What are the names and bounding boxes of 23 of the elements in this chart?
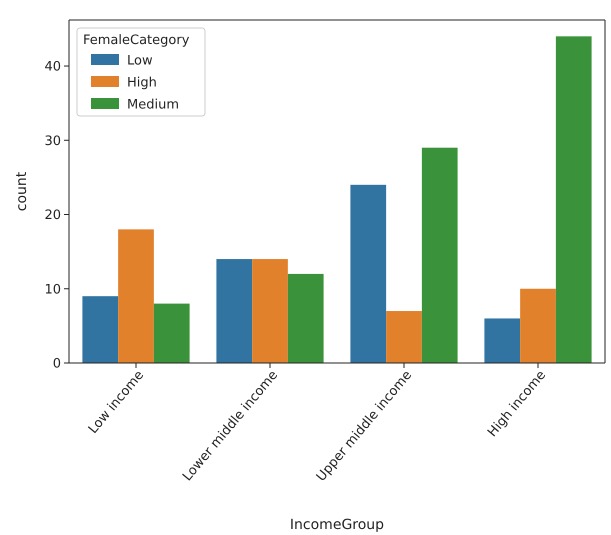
legend-label: Low xyxy=(127,54,153,69)
y-tick-label: 30 xyxy=(44,134,61,149)
y-tick-label: 0 xyxy=(52,356,61,372)
legend-label: Medium xyxy=(127,98,179,113)
bar xyxy=(484,318,520,363)
y-tick-label: 40 xyxy=(44,60,61,75)
bar xyxy=(154,304,190,363)
y-tick-label: 20 xyxy=(44,208,61,224)
bar xyxy=(520,288,556,363)
legend-label: High xyxy=(127,76,157,91)
legend-title: FemaleCategory xyxy=(83,33,190,48)
x-axis-title: IncomeGroup xyxy=(290,517,384,533)
bar xyxy=(118,229,154,363)
bar xyxy=(288,274,324,363)
y-axis-title: count xyxy=(14,171,30,212)
y-tick-label: 10 xyxy=(44,282,61,298)
bar xyxy=(252,259,288,363)
bar xyxy=(82,296,118,363)
bar xyxy=(350,184,386,363)
bar xyxy=(386,311,422,363)
bar xyxy=(422,148,458,363)
bar xyxy=(556,36,592,363)
bar xyxy=(216,259,252,363)
